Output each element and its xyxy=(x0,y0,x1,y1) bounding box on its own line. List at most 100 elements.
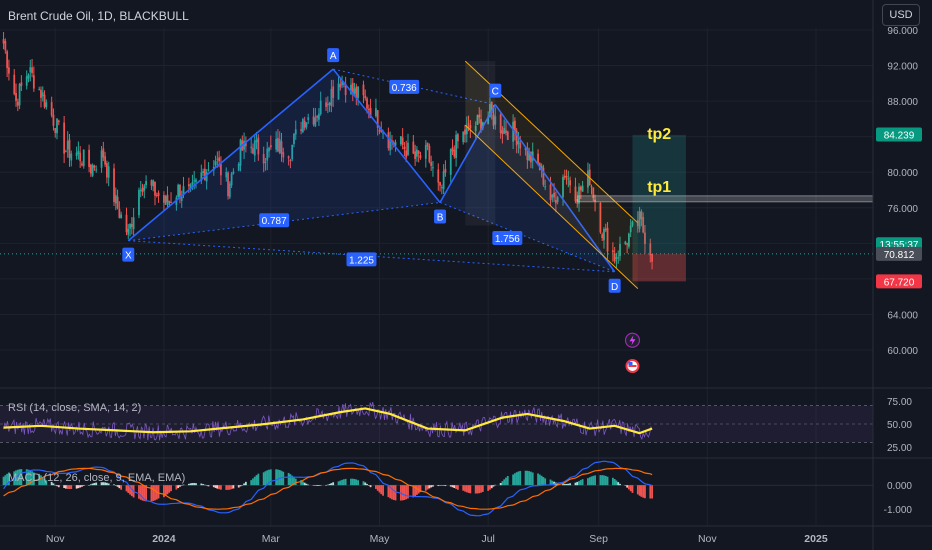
candle-body xyxy=(631,221,634,226)
macd-histogram-bar xyxy=(362,481,365,486)
candle-body xyxy=(303,120,306,128)
macd-histogram-bar xyxy=(200,483,203,486)
macd-histogram-bar xyxy=(403,485,406,500)
candle-body xyxy=(312,116,315,125)
candle-body xyxy=(414,151,417,159)
candle-body xyxy=(138,189,140,216)
candle-body xyxy=(553,192,555,198)
candle-body xyxy=(489,103,491,118)
macd-histogram-bar xyxy=(70,485,73,489)
candle-body xyxy=(220,163,222,176)
macd-histogram-bar xyxy=(567,483,570,486)
candle-body xyxy=(636,220,639,227)
candle-body xyxy=(464,129,466,135)
rsi-label[interactable]: RSI (14, close, SMA, 14, 2) xyxy=(8,402,142,414)
candle-body xyxy=(102,148,105,158)
macd-histogram-bar xyxy=(57,485,60,488)
candle-body xyxy=(530,151,532,163)
candle-body xyxy=(291,144,294,160)
pattern-point-box xyxy=(489,83,502,98)
macd-histogram-bar xyxy=(590,476,593,486)
candle-body xyxy=(70,153,73,161)
candle-body xyxy=(628,233,630,247)
candle-body xyxy=(417,151,420,154)
candle-body xyxy=(551,194,554,198)
macd-histogram-bar xyxy=(141,485,144,501)
candle-body xyxy=(225,172,228,178)
candle-body xyxy=(344,83,347,96)
macd-histogram-bar xyxy=(351,478,354,486)
price-tick-label: 96.000 xyxy=(887,26,918,37)
macd-histogram-bar xyxy=(182,484,185,486)
macd-histogram-bar xyxy=(428,485,431,489)
macd-histogram-bar xyxy=(316,485,319,486)
candle-body xyxy=(282,152,285,158)
candle-body xyxy=(239,139,242,166)
pattern-fill-xab xyxy=(128,69,441,241)
price-tick-label: 80.000 xyxy=(887,168,918,179)
target-zone xyxy=(632,134,686,254)
rsi-pane[interactable] xyxy=(0,401,873,443)
candle-body xyxy=(556,197,559,202)
macd-histogram-bar xyxy=(291,475,294,486)
candle-body xyxy=(594,199,596,202)
pattern-leg xyxy=(127,68,334,242)
macd-histogram-bar xyxy=(631,485,634,493)
macd-histogram-bar xyxy=(364,482,367,486)
macd-histogram-bar xyxy=(253,476,256,486)
macd-pane[interactable] xyxy=(0,460,873,517)
macd-histogram-bar xyxy=(50,481,53,486)
candle-body xyxy=(314,117,317,127)
candle-body xyxy=(456,134,459,142)
macd-histogram-bar xyxy=(227,485,229,490)
macd-histogram-bar xyxy=(79,485,82,488)
macd-histogram-bar xyxy=(189,483,192,486)
pattern-point-label: B xyxy=(437,212,444,223)
currency-button[interactable]: USD xyxy=(882,4,920,26)
candle-body xyxy=(476,115,479,125)
rsi-tick-label: 75.00 xyxy=(887,397,912,408)
macd-histogram-bar xyxy=(462,485,465,491)
macd-histogram-bar xyxy=(357,480,360,486)
candle-body xyxy=(437,169,440,183)
macd-histogram-bar xyxy=(195,483,197,486)
candle-body xyxy=(362,84,365,96)
macd-histogram-bar xyxy=(353,478,356,486)
candle-body xyxy=(216,158,219,160)
macd-histogram-bar xyxy=(440,485,443,486)
event-icons[interactable] xyxy=(624,332,641,373)
macd-signal-line xyxy=(3,467,653,510)
macd-histogram-bar xyxy=(305,483,308,486)
macd-histogram-bar xyxy=(464,485,466,492)
candle-body xyxy=(93,165,96,168)
candle-body xyxy=(40,89,42,98)
macd-histogram-bar xyxy=(644,485,646,499)
macd-histogram-bar xyxy=(116,485,119,487)
time-tick-label: Nov xyxy=(698,533,717,545)
macd-histogram-bar xyxy=(43,478,46,486)
time-axis[interactable]: Nov 2024 Mar May Jul Sep Nov 2025 xyxy=(46,533,828,545)
macd-histogram-bar xyxy=(517,471,520,486)
rsi-raw-line xyxy=(3,401,652,441)
macd-histogram-bar xyxy=(325,485,327,486)
price-tick-label: 64.000 xyxy=(887,310,918,321)
macd-histogram-bar xyxy=(394,485,397,501)
macd-histogram-bar xyxy=(100,482,103,486)
macd-histogram-bar xyxy=(344,478,347,486)
price-tick-label: 92.000 xyxy=(887,62,918,73)
price-badge-label: 67.720 xyxy=(884,277,915,288)
lightning-icon[interactable] xyxy=(624,332,641,348)
pattern-point-box xyxy=(608,278,621,293)
macd-histogram-bar xyxy=(105,482,108,486)
candle-body xyxy=(255,139,258,143)
macd-label[interactable]: MACD (12, 26, close, 9, EMA, EMA) xyxy=(8,472,186,484)
macd-histogram-bar xyxy=(191,483,194,486)
candle-body xyxy=(179,184,181,199)
candle-body xyxy=(444,168,447,173)
us-flag-icon[interactable] xyxy=(625,359,640,373)
candle-body xyxy=(230,173,233,186)
candle-body xyxy=(18,84,21,106)
symbol-title[interactable]: Brent Crude Oil, 1D, BLACKBULL xyxy=(8,9,189,23)
candle-body xyxy=(503,127,506,134)
